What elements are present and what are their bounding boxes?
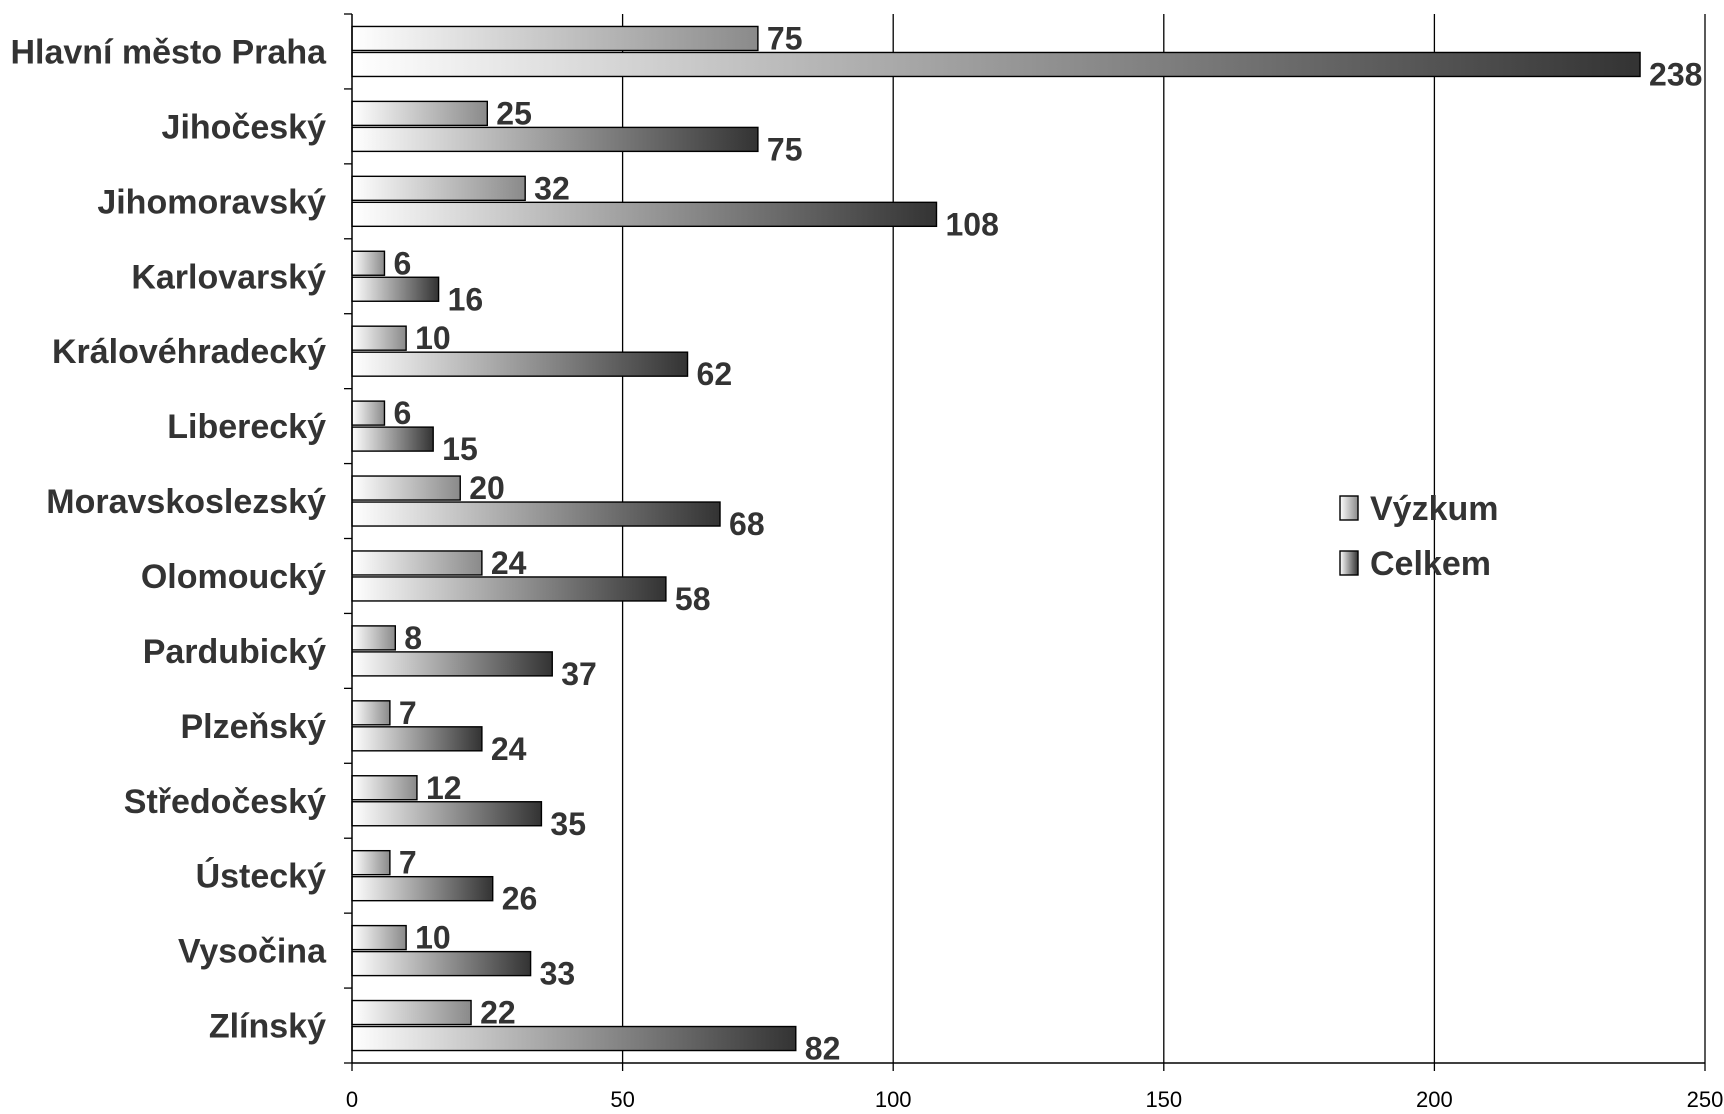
category-label: Jihočeský — [162, 108, 327, 146]
data-label: 20 — [469, 470, 505, 506]
bar-celkem — [351, 51, 1641, 78]
data-label: 6 — [393, 245, 411, 281]
x-tick-label: 100 — [875, 1087, 912, 1112]
data-label: 62 — [697, 356, 733, 392]
data-label: 75 — [767, 20, 803, 56]
data-label: 37 — [561, 656, 597, 692]
data-label: 10 — [415, 920, 451, 956]
category-label: Hlavní město Praha — [10, 33, 327, 71]
data-label: 32 — [534, 170, 570, 206]
bar-v-zkum — [351, 475, 461, 501]
data-label: 35 — [550, 806, 586, 842]
x-tick-label: 150 — [1145, 1087, 1182, 1112]
bar-celkem — [351, 875, 494, 902]
bar-celkem — [351, 801, 543, 827]
bar-v-zkum — [351, 325, 407, 351]
legend: Výzkum Celkem — [1339, 490, 1499, 583]
category-label: Vysočina — [178, 933, 327, 971]
x-tick-label: 200 — [1416, 1087, 1453, 1112]
bar-v-zkum — [351, 849, 391, 876]
bar-v-zkum — [351, 700, 391, 726]
legend-label: Celkem — [1370, 545, 1491, 583]
data-label: 15 — [442, 431, 478, 467]
bar-celkem — [351, 726, 483, 752]
bar-celkem — [351, 201, 938, 228]
bar-celkem — [351, 651, 553, 677]
labels: 0 50 100 150 200 250 Hlavní město Praha 75 238 Ji… — [10, 20, 1723, 1112]
data-label: 7 — [399, 845, 417, 881]
bar-v-zkum — [351, 924, 407, 951]
bar-v-zkum — [351, 999, 472, 1026]
data-label: 12 — [426, 770, 462, 806]
data-label: 82 — [805, 1031, 841, 1067]
x-tick-label: 250 — [1687, 1087, 1724, 1112]
bar-celkem — [351, 501, 721, 527]
data-label: 24 — [491, 731, 527, 767]
data-label: 10 — [415, 320, 451, 356]
legend-swatch — [1339, 550, 1359, 576]
bar-celkem — [351, 351, 689, 377]
category-label: Liberecký — [167, 408, 326, 446]
category-label: Olomoucký — [141, 558, 326, 596]
legend-swatch — [1339, 495, 1359, 521]
category-label: Středočeský — [124, 783, 326, 821]
data-label: 6 — [393, 395, 411, 431]
data-label: 24 — [491, 545, 527, 581]
bar-celkem — [351, 1025, 797, 1052]
data-label: 7 — [399, 695, 417, 731]
gridlines — [621, 14, 1706, 1063]
bar-v-zkum — [351, 775, 418, 801]
data-label: 108 — [945, 206, 998, 242]
bar-celkem — [351, 276, 440, 302]
bar-v-zkum — [351, 400, 386, 426]
bar-v-zkum — [351, 175, 526, 202]
x-tick-label: 0 — [346, 1087, 358, 1112]
data-label: 75 — [767, 131, 803, 167]
category-label: Královéhradecký — [52, 333, 326, 371]
category-label: Moravskoslezský — [46, 483, 326, 521]
bar-v-zkum — [351, 100, 489, 127]
data-label: 25 — [496, 95, 532, 131]
bar-v-zkum — [351, 625, 396, 651]
data-label: 16 — [448, 281, 484, 317]
category-label: Plzeňský — [180, 708, 326, 746]
bar-celkem — [351, 126, 759, 153]
category-label: Ústecký — [196, 858, 327, 896]
category-label: Zlínský — [209, 1008, 326, 1046]
data-label: 26 — [502, 881, 538, 917]
category-label: Karlovarský — [131, 258, 326, 296]
bar-v-zkum — [351, 250, 386, 276]
bar-celkem — [351, 576, 667, 602]
data-label: 22 — [480, 995, 516, 1031]
x-tick-label: 50 — [610, 1087, 634, 1112]
data-label: 238 — [1649, 56, 1702, 92]
data-label: 8 — [404, 620, 422, 656]
bar-celkem — [351, 950, 532, 977]
category-label: Jihomoravský — [97, 183, 326, 221]
bar-celkem — [351, 426, 434, 452]
data-label: 68 — [729, 506, 765, 542]
bar-v-zkum — [351, 550, 483, 576]
category-label: Pardubický — [143, 633, 326, 671]
data-label: 58 — [675, 581, 711, 617]
data-label: 33 — [540, 956, 576, 992]
bar-v-zkum — [351, 25, 759, 52]
legend-label: Výzkum — [1370, 490, 1499, 528]
axes — [344, 13, 1706, 1071]
